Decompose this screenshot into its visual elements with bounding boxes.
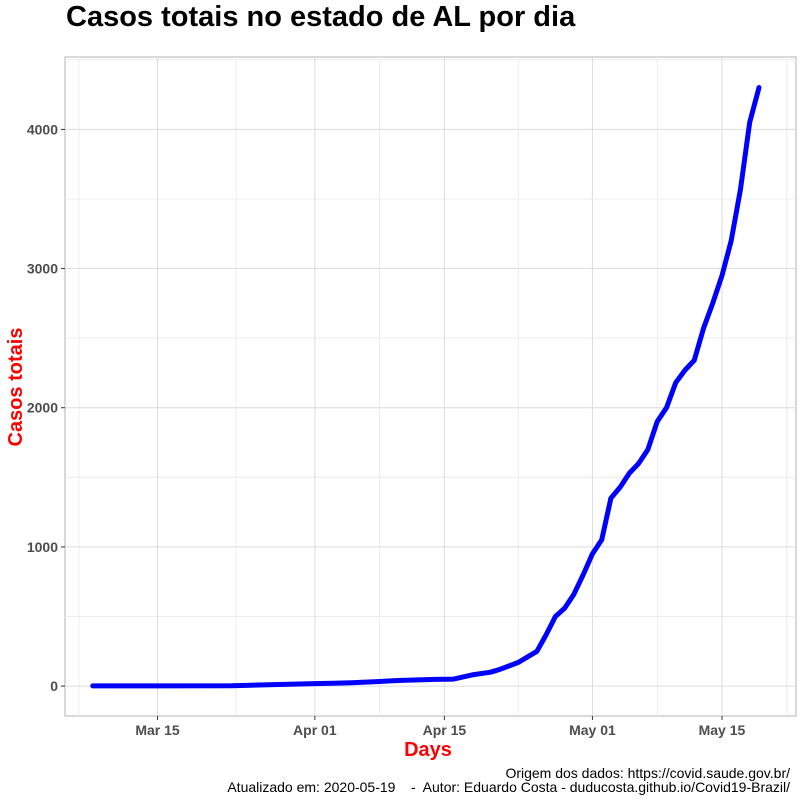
- x-tick-label: Apr 15: [423, 722, 467, 738]
- y-tick-label: 3000: [27, 261, 58, 277]
- x-tick-label: Apr 01: [293, 722, 337, 738]
- x-axis-ticks: Mar 15 Apr 01 Apr 15 May 01 May 15: [135, 716, 746, 738]
- x-axis-label: Days: [404, 739, 452, 761]
- plot-panel: [64, 56, 797, 717]
- series-line: [90, 85, 762, 689]
- x-tick-label: Mar 15: [135, 722, 180, 738]
- source-caption: Origem dos dados: https://covid.saude.go…: [505, 765, 790, 781]
- y-tick-label: 2000: [27, 400, 58, 416]
- y-axis-label: Casos totais: [5, 328, 27, 447]
- x-tick-label: May 01: [569, 722, 616, 738]
- x-tick-label: May 15: [699, 722, 746, 738]
- chart-title: Casos totais no estado de AL por dia: [66, 1, 576, 33]
- series-layer: [90, 85, 762, 689]
- grid-minor: [65, 57, 796, 716]
- grid-major: [65, 57, 796, 716]
- y-tick-label: 4000: [27, 121, 58, 137]
- y-tick-label: 1000: [27, 539, 58, 555]
- update-caption: Atualizado em: 2020-05-19 - Autor: Eduar…: [227, 779, 790, 795]
- y-axis-ticks: 0 1000 2000 3000 4000: [27, 121, 65, 694]
- y-tick-label: 0: [50, 678, 58, 694]
